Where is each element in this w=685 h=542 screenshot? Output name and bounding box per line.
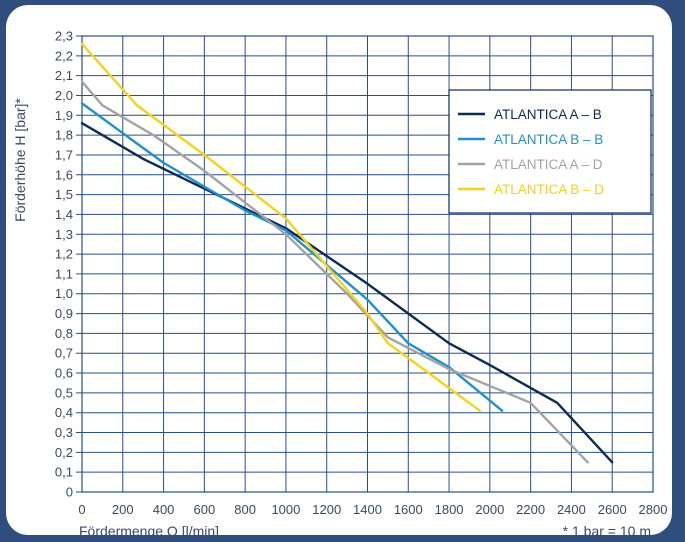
x-tick-label: 0: [78, 502, 85, 517]
y-tick-label: 1,0: [55, 286, 73, 301]
y-tick-label: 1,9: [55, 108, 73, 123]
y-tick-label: 0,5: [55, 385, 73, 400]
y-tick-label: 0,6: [55, 366, 73, 381]
x-tick-label: 200: [112, 502, 134, 517]
x-tick-label: 1800: [435, 502, 464, 517]
y-tick-label: 2,0: [55, 88, 73, 103]
y-tick-label: 0,9: [55, 306, 73, 321]
y-tick-label: 0: [66, 485, 73, 500]
series-lines: [80, 42, 614, 464]
line-chart: 0 200 400 600 800 1000 1200 1400 1600 1800 2000 220…: [12, 29, 668, 536]
y-axis-title: Förderhöhe H [bar]*: [12, 98, 28, 222]
y-tick-label: 1,1: [55, 266, 73, 281]
y-tick-label: 1,4: [55, 207, 73, 222]
chart-card: 0 200 400 600 800 1000 1200 1400 1600 1800 2000 220…: [6, 5, 672, 535]
y-tick-label: 1,5: [55, 187, 73, 202]
x-tick-label: 1200: [312, 502, 341, 517]
y-tick-label: 1,7: [55, 147, 73, 162]
y-tick-label: 0,4: [55, 405, 73, 420]
x-tick-label: 2400: [557, 502, 586, 517]
legend-label: ATLANTICA A – D: [494, 157, 603, 172]
x-tick-label: 2000: [475, 502, 504, 517]
legend-label: ATLANTICA B – D: [494, 182, 604, 197]
y-tick-label: 1,3: [55, 227, 73, 242]
y-tick-label: 1,2: [55, 247, 73, 262]
y-tick-label: 0,2: [55, 445, 73, 460]
series-line: [80, 80, 589, 464]
y-tick-label: 1,8: [55, 128, 73, 143]
x-tick-label: 1600: [394, 502, 423, 517]
x-tick-label: 2200: [516, 502, 545, 517]
y-tick-label: 0,1: [55, 465, 73, 480]
y-tick-label: 1,6: [55, 167, 73, 182]
x-tick-label: 1400: [353, 502, 382, 517]
footnote: * 1 bar = 10 m: [563, 523, 651, 535]
legend-box: [448, 89, 652, 214]
x-tick-label: 600: [194, 502, 216, 517]
series-line: [80, 121, 614, 464]
x-tick-label: 800: [234, 502, 256, 517]
x-axis-title: Fördermenge Q [l/min]: [79, 523, 219, 535]
legend-label: ATLANTICA A – B: [494, 107, 602, 122]
x-tick-label: 1000: [271, 502, 300, 517]
y-tick-label: 2,2: [55, 48, 73, 63]
chart-legend: ATLANTICA A – B ATLANTICA B – B ATLANTICA …: [448, 89, 652, 214]
x-tick-label: 400: [153, 502, 175, 517]
x-tick-label: 2600: [598, 502, 627, 517]
y-tick-label: 2,3: [55, 29, 73, 44]
y-tick-label: 2,1: [55, 68, 73, 83]
x-tick-label: 2800: [639, 502, 668, 517]
y-tick-label: 0,8: [55, 326, 73, 341]
y-tick-label: 0,7: [55, 346, 73, 361]
tick-labels: 0 200 400 600 800 1000 1200 1400 1600 1800 2000 220…: [55, 29, 668, 518]
series-line: [80, 42, 481, 412]
y-tick-label: 0,3: [55, 425, 73, 440]
legend-label: ATLANTICA B – B: [494, 132, 603, 147]
